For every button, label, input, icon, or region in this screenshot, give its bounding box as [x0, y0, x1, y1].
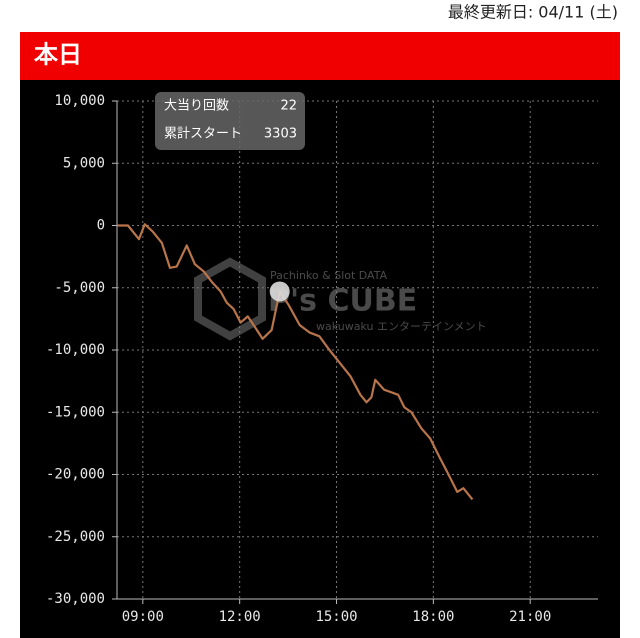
y-tick-label: 5,000: [63, 155, 105, 171]
chart-bg: [20, 80, 620, 638]
y-tick-label: 0: [97, 218, 105, 234]
updated-date: 最終更新日: 04/11 (土): [448, 3, 618, 22]
watermark-logo: [194, 257, 266, 341]
watermark-sub: wakuwaku エンターテインメント: [316, 320, 487, 333]
y-tick-label: -30,000: [46, 591, 105, 607]
x-tick-label: 09:00: [122, 609, 164, 625]
y-tick-label: -5,000: [54, 280, 105, 296]
watermark-tagline: Pachinko & Slot DATA: [270, 269, 388, 282]
y-tick-label: -25,000: [46, 529, 105, 545]
header-bar: [20, 32, 620, 80]
watermark: Pachinko & Slot DATA P's CUBE wakuwaku エ…: [194, 257, 487, 341]
tooltip-label: 累計スタート: [164, 126, 242, 142]
y-tick-label: -15,000: [46, 404, 105, 420]
x-tick-label: 12:00: [219, 609, 261, 625]
y-tick-label: -20,000: [46, 467, 105, 483]
y-tick-label: 10,000: [54, 93, 105, 109]
line: [117, 223, 474, 501]
watermark-brand: P's CUBE: [268, 284, 417, 319]
tooltip-label: 大当り回数: [164, 99, 229, 114]
tooltip-value: 22: [280, 99, 297, 114]
tooltip-value: 3303: [264, 127, 297, 142]
tooltip-box: [155, 92, 305, 150]
hover-point: [269, 281, 290, 302]
header-title: 本日: [33, 40, 82, 69]
tooltip: 大当り回数 22 累計スタート 3303: [155, 92, 305, 150]
x-tick-label: 21:00: [509, 609, 551, 625]
y-tick-label: -10,000: [46, 342, 105, 358]
x-tick-label: 15:00: [315, 609, 357, 625]
x-tick-label: 18:00: [412, 609, 454, 625]
